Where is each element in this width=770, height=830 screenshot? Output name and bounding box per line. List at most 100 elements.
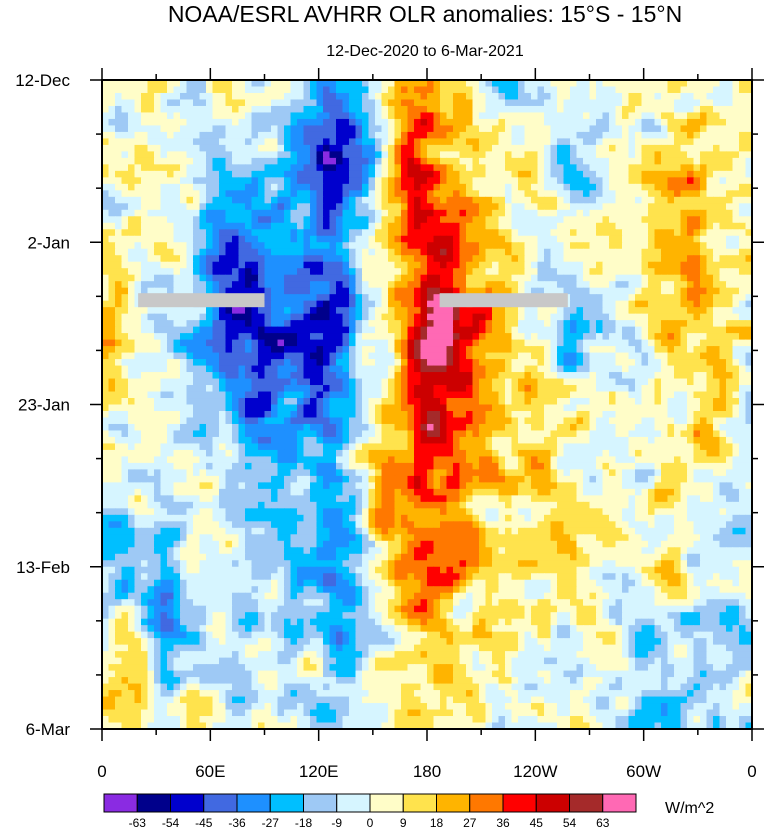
heatmap-cell <box>121 229 129 237</box>
heatmap-cell <box>180 170 188 178</box>
heatmap-cell <box>492 131 500 140</box>
heatmap-cell <box>258 359 266 367</box>
heatmap-cell <box>238 183 246 191</box>
heatmap-cell <box>186 80 194 88</box>
heatmap-cell <box>550 313 558 321</box>
heatmap-cell <box>680 235 688 243</box>
heatmap-cell <box>622 190 630 198</box>
heatmap-cell <box>264 170 272 178</box>
heatmap-cell <box>232 365 240 373</box>
heatmap-cell <box>212 248 220 256</box>
heatmap-cell <box>680 203 688 211</box>
heatmap-cell <box>284 313 292 321</box>
heatmap-cell <box>251 112 259 120</box>
heatmap-cell <box>687 170 695 178</box>
heatmap-cell <box>544 313 552 321</box>
heatmap-cell <box>251 118 259 127</box>
heatmap-cell <box>550 235 558 243</box>
heatmap-cell <box>108 164 116 172</box>
heatmap-cell <box>700 229 708 237</box>
heatmap-cell <box>284 261 292 269</box>
heatmap-cell <box>160 92 168 101</box>
heatmap-cell <box>414 196 422 204</box>
heatmap-cell <box>511 118 519 127</box>
heatmap-cell <box>316 222 324 230</box>
heatmap-cell <box>199 398 207 406</box>
heatmap-cell <box>108 151 116 159</box>
heatmap-cell <box>362 346 370 354</box>
heatmap-cell <box>641 157 649 165</box>
heatmap-cell <box>544 125 552 133</box>
heatmap-cell <box>310 222 318 230</box>
heatmap-cell <box>167 170 175 178</box>
heatmap-cell <box>589 138 597 146</box>
heatmap-cell <box>576 183 584 191</box>
heatmap-cell <box>206 255 214 263</box>
heatmap-cell <box>596 287 604 295</box>
heatmap-cell <box>128 268 136 276</box>
heatmap-cell <box>622 391 630 399</box>
heatmap-cell <box>654 229 662 237</box>
heatmap-cell <box>206 177 214 185</box>
heatmap-cell <box>615 105 623 114</box>
heatmap-cell <box>420 131 428 140</box>
heatmap-cell <box>661 359 669 367</box>
heatmap-cell <box>544 235 552 243</box>
heatmap-cell <box>251 203 259 211</box>
heatmap-cell <box>108 248 116 256</box>
heatmap-cell <box>381 144 389 152</box>
heatmap-cell <box>498 222 506 230</box>
heatmap-cell <box>297 190 305 198</box>
heatmap-cell <box>628 261 636 269</box>
heatmap-cell <box>622 346 630 354</box>
heatmap-cell <box>550 216 558 224</box>
heatmap-cell <box>329 229 337 237</box>
heatmap-cell <box>134 183 142 191</box>
heatmap-cell <box>576 307 584 315</box>
heatmap-cell <box>609 235 617 243</box>
heatmap-cell <box>719 398 727 406</box>
heatmap-cell <box>258 326 266 334</box>
heatmap-cell <box>193 352 201 360</box>
heatmap-cell <box>557 216 565 224</box>
heatmap-cell <box>407 235 415 243</box>
heatmap-cell <box>674 216 682 224</box>
heatmap-cell <box>563 372 571 380</box>
heatmap-cell <box>518 333 526 341</box>
heatmap-cell <box>466 385 474 393</box>
heatmap-cell <box>193 235 201 243</box>
heatmap-cell <box>329 216 337 224</box>
heatmap-cell <box>648 177 656 185</box>
heatmap-cell <box>407 177 415 185</box>
heatmap-cell <box>427 372 435 380</box>
heatmap-cell <box>492 248 500 256</box>
heatmap-cell <box>745 242 753 250</box>
heatmap-cell <box>225 118 233 127</box>
heatmap-cell <box>615 365 623 373</box>
heatmap-cell <box>635 99 643 107</box>
heatmap-cell <box>726 274 734 282</box>
heatmap-cell <box>479 170 487 178</box>
heatmap-cell <box>349 144 357 152</box>
heatmap-cell <box>615 118 623 127</box>
heatmap-cell <box>427 365 435 373</box>
heatmap-cell <box>199 170 207 178</box>
heatmap-cell <box>531 144 539 152</box>
heatmap-cell <box>329 131 337 140</box>
heatmap-cell <box>251 242 259 250</box>
heatmap-cell <box>531 99 539 107</box>
heatmap-cell <box>537 190 545 198</box>
heatmap-cell <box>583 255 591 263</box>
heatmap-cell <box>154 287 162 295</box>
heatmap-cell <box>167 183 175 191</box>
heatmap-cell <box>557 326 565 334</box>
heatmap-cell <box>407 99 415 107</box>
heatmap-cell <box>524 190 532 198</box>
heatmap-cell <box>544 222 552 230</box>
heatmap-cell <box>453 313 461 321</box>
heatmap-cell <box>134 216 142 224</box>
heatmap-cell <box>160 242 168 250</box>
heatmap-cell <box>518 144 526 152</box>
heatmap-cell <box>147 203 155 211</box>
heatmap-cell <box>134 80 142 88</box>
